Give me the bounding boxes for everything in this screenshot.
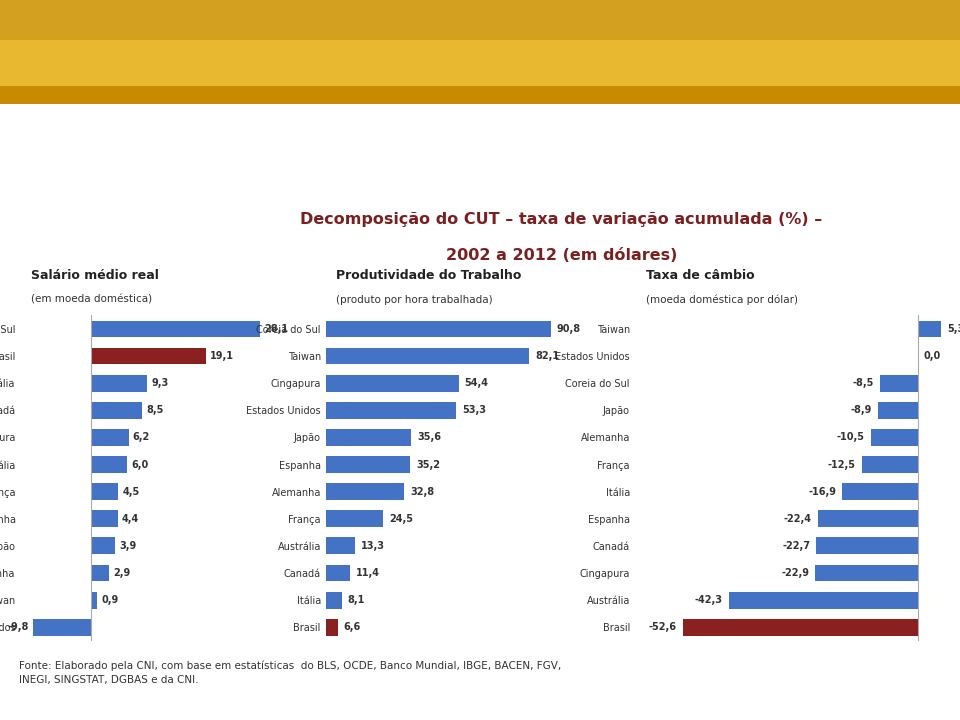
Text: -10,5: -10,5 (837, 433, 865, 442)
Bar (918, 320, 942, 338)
Text: Salário médio real: Salário médio real (31, 269, 158, 282)
Text: 6,6: 6,6 (344, 622, 361, 632)
Bar (91, 483, 118, 500)
Text: Decomposição do CUT – taxa de variação acumulada (%) –: Decomposição do CUT – taxa de variação a… (300, 212, 823, 227)
Bar (879, 374, 918, 392)
Text: 9,3: 9,3 (152, 378, 169, 388)
Text: IX FÓRUM
DE RELAÇÕES
TRABALHISTAS: IX FÓRUM DE RELAÇÕES TRABALHISTAS (41, 153, 117, 189)
Bar (91, 564, 108, 582)
Bar (91, 429, 129, 446)
Text: 24,5: 24,5 (389, 514, 413, 523)
Text: 54,4: 54,4 (465, 378, 489, 388)
Bar (322, 564, 350, 582)
Bar (816, 537, 918, 554)
Bar (322, 456, 410, 473)
Text: 32,8: 32,8 (410, 487, 434, 497)
Text: 19,1: 19,1 (210, 351, 234, 361)
Bar (729, 592, 918, 608)
Text: 13,3: 13,3 (361, 541, 385, 551)
Bar (91, 320, 259, 338)
Bar (862, 456, 918, 473)
Text: -22,9: -22,9 (781, 568, 809, 578)
Text: 5,3: 5,3 (948, 324, 960, 334)
Text: (produto por hora trabalhada): (produto por hora trabalhada) (336, 294, 493, 305)
Bar (33, 618, 91, 636)
Text: 90,8: 90,8 (557, 324, 581, 334)
Bar (322, 320, 551, 338)
Bar (322, 402, 456, 419)
Text: -12,5: -12,5 (828, 459, 856, 469)
Bar (842, 483, 918, 500)
Text: 0,9: 0,9 (101, 595, 118, 605)
Text: 35,6: 35,6 (417, 433, 441, 442)
Bar (91, 402, 142, 419)
Text: Fonte: Elaborado pela CNI, com base em estatísticas  do BLS, OCDE, Banco Mundial: Fonte: Elaborado pela CNI, com base em e… (19, 661, 562, 685)
Text: 3,9: 3,9 (119, 541, 136, 551)
Bar (322, 592, 342, 608)
Text: (em moeda doméstica): (em moeda doméstica) (31, 294, 152, 305)
Text: Produtividade do Trabalho: Produtividade do Trabalho (336, 269, 521, 282)
Text: Cenário da competitividade: Cenário da competitividade (465, 71, 659, 86)
Text: (moeda doméstica por dólar): (moeda doméstica por dólar) (646, 294, 799, 305)
Text: 4,5: 4,5 (123, 487, 140, 497)
Text: Poder de Comando Empresarial x Assédio Moral no Trabalho: Poder de Comando Empresarial x Assédio M… (302, 24, 821, 39)
Text: 28,1: 28,1 (264, 324, 288, 334)
Bar (91, 374, 147, 392)
Text: -22,4: -22,4 (783, 514, 811, 523)
Text: -8,5: -8,5 (852, 378, 874, 388)
Bar (877, 402, 918, 419)
Text: 2,9: 2,9 (113, 568, 131, 578)
Text: -8,9: -8,9 (851, 405, 872, 415)
Bar (322, 618, 338, 636)
Bar (322, 483, 404, 500)
Text: 8,1: 8,1 (348, 595, 365, 605)
Text: -52,6: -52,6 (649, 622, 677, 632)
Bar (91, 348, 205, 364)
Bar (91, 456, 128, 473)
Bar (322, 537, 355, 554)
Bar (91, 592, 97, 608)
Text: -16,9: -16,9 (808, 487, 836, 497)
Text: 35,2: 35,2 (416, 459, 440, 469)
Bar (683, 618, 918, 636)
Bar (91, 510, 118, 527)
Text: 6,2: 6,2 (132, 433, 150, 442)
Bar (322, 429, 411, 446)
Text: 2002 a 2012 (em dólares): 2002 a 2012 (em dólares) (445, 248, 678, 263)
Bar (818, 510, 918, 527)
Text: Taxa de câmbio: Taxa de câmbio (646, 269, 755, 282)
Bar (91, 537, 115, 554)
Text: -22,7: -22,7 (782, 541, 810, 551)
Text: 53,3: 53,3 (462, 405, 486, 415)
Text: 0,0: 0,0 (924, 351, 941, 361)
Text: -42,3: -42,3 (695, 595, 723, 605)
Text: 11,4: 11,4 (356, 568, 380, 578)
Bar (815, 564, 918, 582)
Text: 4,4: 4,4 (122, 514, 139, 523)
Text: 82,1: 82,1 (535, 351, 559, 361)
Bar (871, 429, 918, 446)
Bar (322, 374, 459, 392)
Text: 8,5: 8,5 (147, 405, 164, 415)
Text: 6,0: 6,0 (132, 459, 149, 469)
Text: -9,8: -9,8 (8, 622, 29, 632)
Bar (322, 510, 383, 527)
Bar (322, 348, 529, 364)
